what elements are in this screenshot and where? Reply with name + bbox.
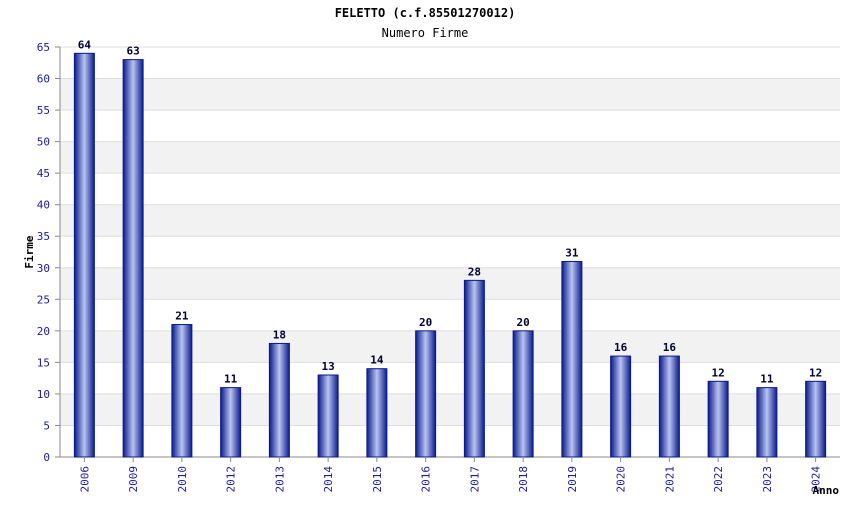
x-tick-label: 2009	[127, 466, 140, 493]
y-tick-label: 0	[43, 451, 50, 464]
y-tick-label: 20	[37, 325, 50, 338]
bar-2019	[561, 260, 583, 458]
y-axis-label: Firme	[23, 235, 36, 268]
y-axis-ticks: 0 5 10 15 20 25 30 35 40 45 50 55 60 65	[37, 41, 60, 464]
data-label-2020: 16	[614, 341, 628, 354]
grid-bands	[60, 78, 840, 426]
bar-2022	[707, 380, 729, 458]
bar-2014	[317, 374, 339, 458]
y-tick-label: 25	[37, 293, 50, 306]
data-label-2015: 14	[370, 354, 384, 367]
bar-2012	[220, 387, 242, 458]
y-tick-label: 60	[37, 73, 50, 86]
data-label-2017: 28	[468, 265, 481, 278]
x-tick-label: 2022	[712, 466, 725, 493]
data-label-2019: 31	[565, 246, 579, 259]
data-label-2021: 16	[663, 341, 677, 354]
x-tick-label: 2013	[273, 466, 286, 493]
data-label-2013: 18	[273, 328, 286, 341]
chart-title: FELETTO (c.f.85501270012)	[335, 6, 516, 20]
grid-band	[60, 78, 840, 111]
data-label-2016: 20	[419, 316, 432, 329]
x-tick-label: 2006	[78, 466, 91, 493]
bar-2023	[756, 387, 778, 458]
y-tick-label: 35	[37, 230, 50, 243]
y-tick-label: 5	[43, 419, 50, 432]
bar-2006	[73, 52, 95, 458]
y-tick-label: 40	[37, 199, 50, 212]
data-label-2006: 64	[78, 38, 92, 51]
chart-subtitle: Numero Firme	[382, 26, 469, 40]
x-tick-label: 2021	[663, 466, 676, 493]
x-tick-label: 2015	[371, 466, 384, 493]
y-tick-label: 50	[37, 136, 50, 149]
grid-band	[60, 267, 840, 300]
x-tick-label: 2017	[468, 466, 481, 493]
bar-2015	[366, 368, 388, 458]
data-label-2012: 11	[224, 373, 238, 386]
bars	[73, 52, 827, 458]
bar-2016	[415, 330, 437, 458]
grid-band	[60, 141, 840, 174]
bar-2020	[610, 355, 632, 458]
data-label-2024: 12	[809, 366, 822, 379]
y-tick-label: 55	[37, 104, 50, 117]
bar-2010	[171, 324, 193, 458]
data-label-2010: 21	[175, 310, 189, 323]
x-tick-label: 2016	[420, 466, 433, 493]
x-tick-label: 2012	[225, 466, 238, 493]
x-tick-label: 2024	[810, 466, 823, 493]
bar-2017	[463, 279, 485, 458]
data-label-2018: 20	[517, 316, 530, 329]
data-label-2022: 12	[712, 366, 725, 379]
x-tick-label: 2014	[322, 466, 335, 493]
data-labels: 64 63 21 11 18 13 14 20 28 20 31 16 16 12 11 12	[78, 38, 823, 385]
x-axis-label: Anno	[813, 484, 840, 497]
bar-2021	[658, 355, 680, 458]
y-tick-label: 15	[37, 356, 50, 369]
data-label-2014: 13	[322, 360, 335, 373]
x-axis-ticks: 2006 2009 2010 2012 2013 2014 2015 2016 2017 2018…	[78, 457, 823, 493]
bar-2013	[268, 342, 290, 458]
x-tick-label: 2010	[176, 466, 189, 493]
y-tick-label: 45	[37, 167, 50, 180]
bar-2018	[512, 330, 534, 458]
x-tick-label: 2020	[615, 466, 628, 493]
bar-2009	[122, 59, 144, 458]
x-tick-label: 2018	[517, 466, 530, 493]
y-tick-label: 65	[37, 41, 50, 54]
data-label-2023: 11	[760, 373, 774, 386]
y-tick-label: 30	[37, 262, 50, 275]
y-tick-label: 10	[37, 388, 50, 401]
grid-band	[60, 204, 840, 237]
x-tick-label: 2023	[761, 466, 774, 493]
x-tick-label: 2019	[566, 466, 579, 493]
bar-2024	[805, 380, 827, 458]
data-label-2009: 63	[127, 45, 140, 58]
